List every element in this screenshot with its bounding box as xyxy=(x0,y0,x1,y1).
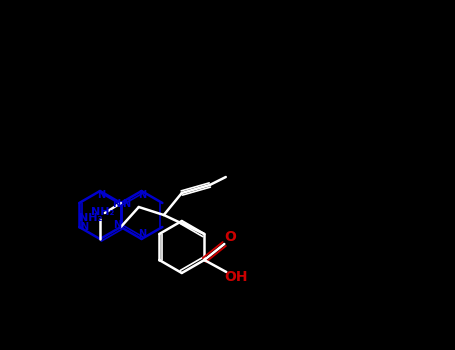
Text: N: N xyxy=(113,220,121,230)
Text: OH: OH xyxy=(225,270,248,284)
Text: N: N xyxy=(97,190,105,200)
Text: N: N xyxy=(138,190,147,200)
Text: N: N xyxy=(122,199,130,209)
Text: NH₂: NH₂ xyxy=(91,207,115,217)
Text: N: N xyxy=(112,199,120,209)
Text: O: O xyxy=(224,230,236,244)
Text: NH₂: NH₂ xyxy=(79,213,102,223)
Text: N: N xyxy=(80,222,88,232)
Text: N: N xyxy=(138,229,147,239)
